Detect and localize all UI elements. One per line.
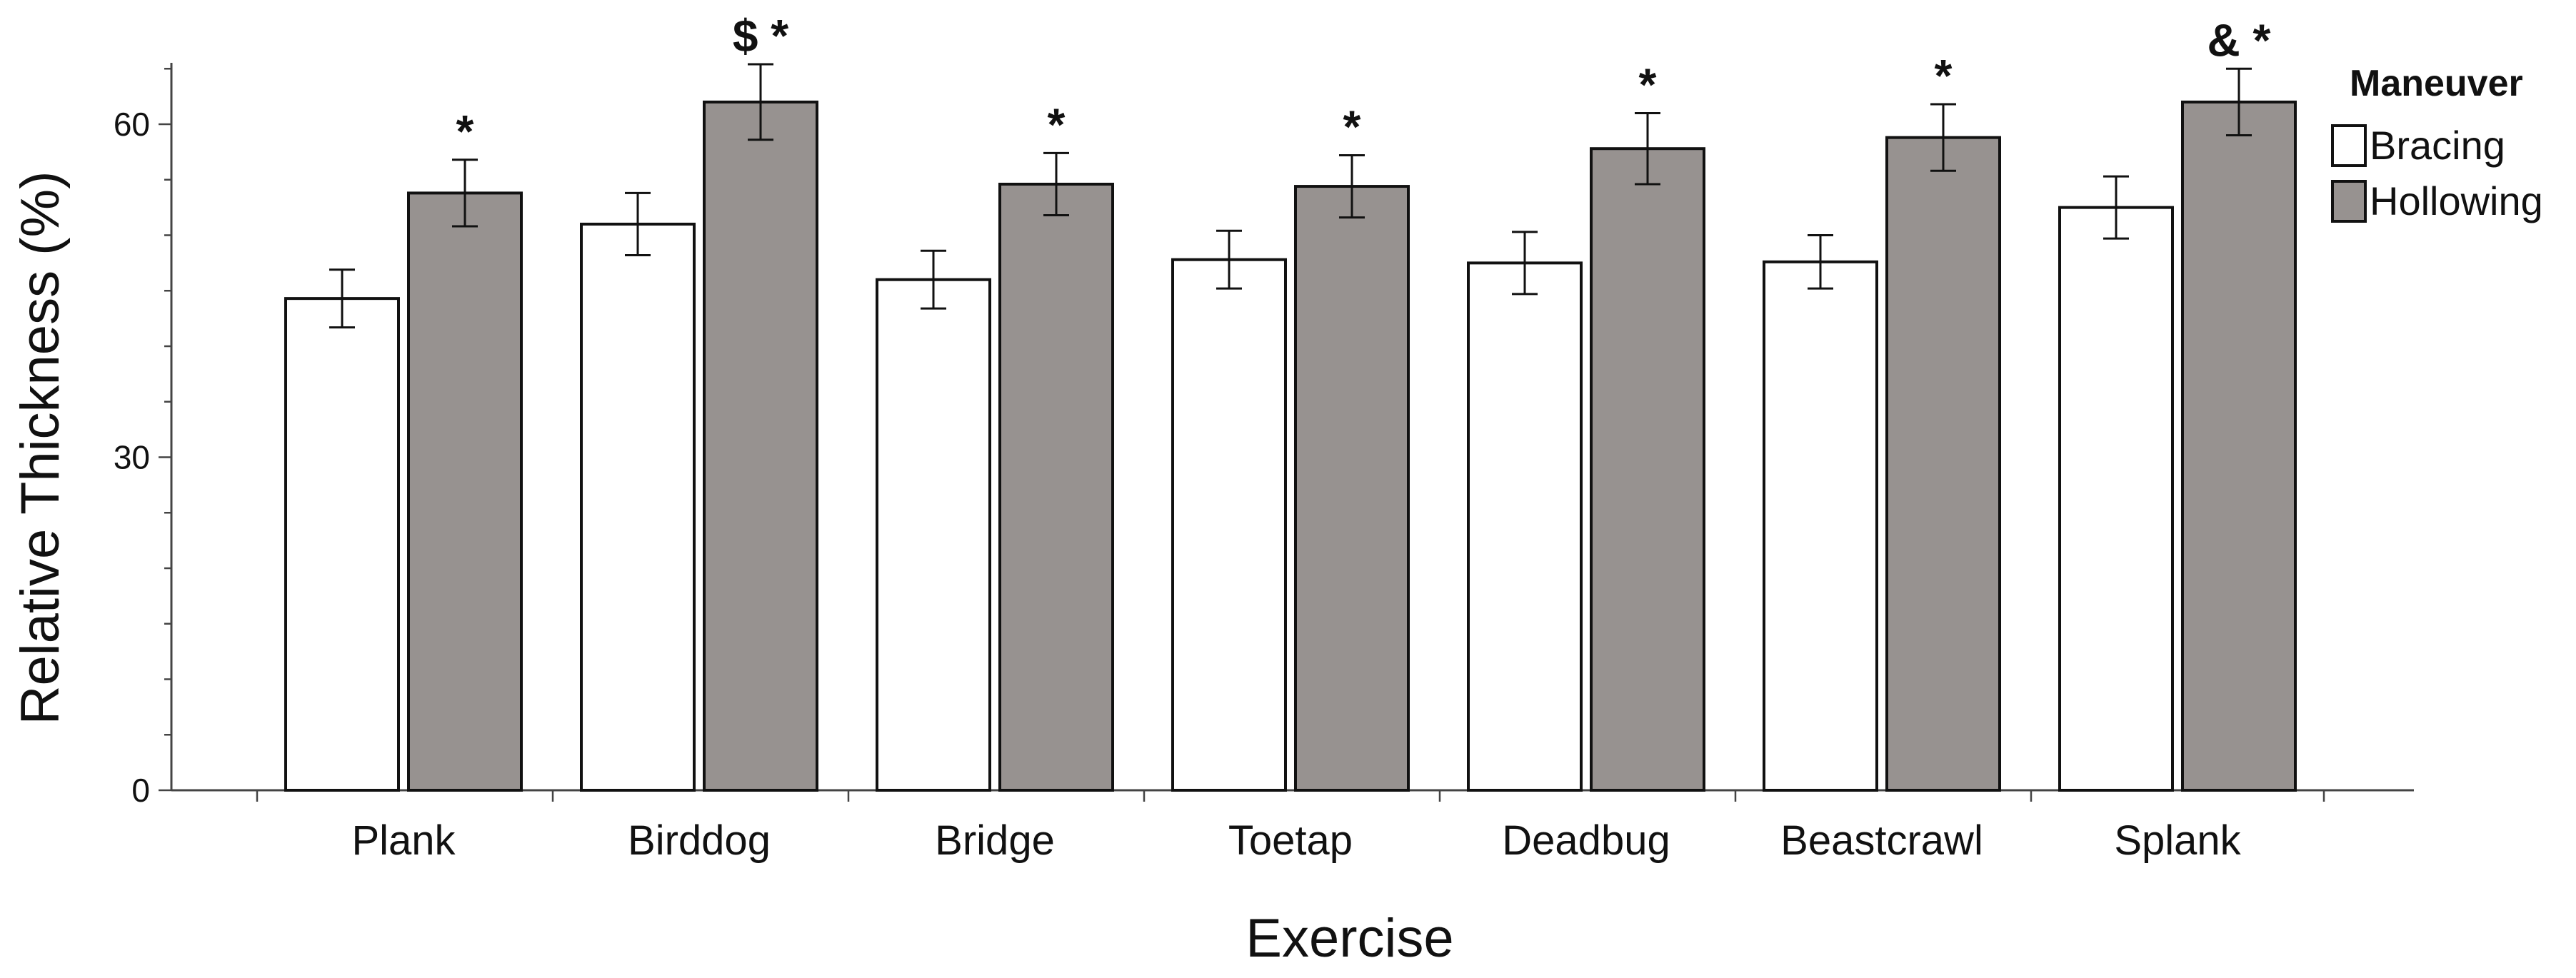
bar-bracing [1467, 261, 1583, 792]
x-tick-label: Beastcrawl [1780, 817, 1983, 864]
bar-bracing [2058, 206, 2174, 792]
significance-annotation: * [1935, 50, 1953, 101]
bar-hollowing [1294, 185, 1410, 792]
significance-annotation: * [456, 106, 474, 157]
bars-group [284, 63, 2297, 792]
significance-annotation: $ * [733, 10, 788, 61]
legend-label-hollowing: Hollowing [2370, 178, 2543, 223]
y-tick-label: 30 [114, 439, 150, 476]
x-tick-label: Splank [2114, 817, 2241, 864]
y-tick-label: 60 [114, 106, 150, 143]
bar-hollowing [998, 182, 1114, 792]
x-tick-label: Toetap [1228, 817, 1353, 864]
bar-hollowing [2181, 100, 2297, 792]
bar-hollowing [1885, 136, 2001, 792]
y-axis: 0 30 60 [114, 63, 173, 809]
bar-hollowing [703, 100, 818, 792]
legend-swatch-bracing [2331, 124, 2367, 167]
significance-annotation: * [1048, 99, 1066, 150]
x-axis-title: Exercise [1246, 908, 1453, 969]
legend: Maneuver Bracing Hollowing [2331, 63, 2543, 223]
annotations-group: * $ * * * * * & * [456, 10, 2271, 157]
bar-hollowing [1590, 147, 1705, 792]
legend-title: Maneuver [2350, 63, 2523, 104]
bar-bracing [580, 222, 696, 792]
significance-annotation: * [1639, 59, 1657, 110]
x-axis: Plank Birddog Bridge Toetap Deadbug Beastcraw… [171, 789, 2414, 864]
bar-bracing [876, 278, 991, 792]
y-tick-label: 0 [131, 772, 150, 809]
y-axis-title: Relative Thickness (%) [10, 171, 71, 725]
x-tick-label: Birddog [628, 817, 771, 864]
x-tick-label: Bridge [935, 817, 1055, 864]
bar-bracing [284, 297, 400, 792]
bar-bracing [1763, 260, 1878, 792]
bar-hollowing [407, 191, 523, 792]
legend-label-bracing: Bracing [2370, 123, 2505, 168]
x-tick-label: Deadbug [1502, 817, 1670, 864]
significance-annotation: * [1343, 101, 1361, 153]
x-tick-label: Plank [351, 817, 456, 864]
significance-annotation: & * [2207, 14, 2271, 66]
bar-bracing [1171, 258, 1287, 792]
legend-swatch-hollowing [2331, 180, 2367, 223]
